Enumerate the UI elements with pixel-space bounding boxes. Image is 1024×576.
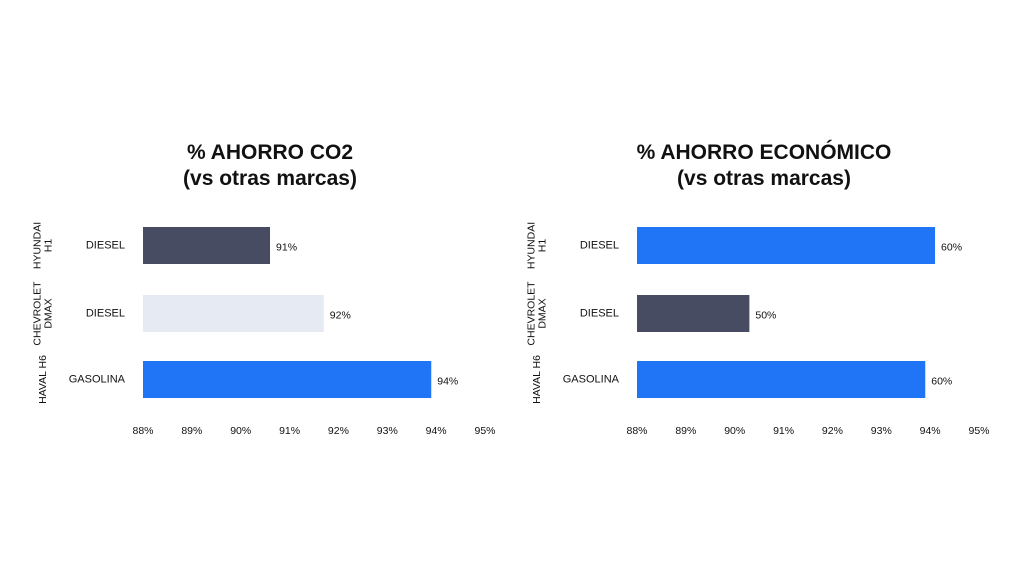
data-label: 60%	[931, 375, 952, 387]
x-tick-label: 94%	[426, 425, 447, 437]
x-tick-label: 91%	[279, 425, 300, 437]
economic-chart-title-line1: % AHORRO ECONÓMICO	[636, 141, 892, 164]
fuel-label: DIESEL	[580, 307, 619, 319]
co2-chart-title-line1: % AHORRO CO2	[186, 141, 354, 164]
x-tick-label: 89%	[181, 425, 202, 437]
fuel-label: DIESEL	[86, 307, 125, 319]
fuel-label: GASOLINA	[563, 373, 620, 385]
model-label: CHEVROLET	[525, 281, 537, 346]
bar	[143, 295, 324, 332]
model-label: HAVAL H6	[531, 355, 543, 404]
economic-chart-title: % AHORRO ECONÓMICO (vs otras marcas)	[494, 140, 1024, 192]
x-tick-label: 95%	[968, 425, 989, 437]
model-label: CHEVROLET	[31, 281, 43, 346]
data-label: 92%	[330, 309, 351, 321]
economic-chart-title-line2: (vs otras marcas)	[677, 167, 851, 190]
model-label: H1	[42, 239, 54, 253]
x-tick-label: 93%	[377, 425, 398, 437]
x-tick-label: 92%	[822, 425, 843, 437]
x-tick-label: 92%	[328, 425, 349, 437]
bar	[637, 227, 936, 264]
x-tick-label: 90%	[230, 425, 251, 437]
x-tick-label: 93%	[871, 425, 892, 437]
data-label: 91%	[276, 241, 297, 253]
model-label: HAVAL H6	[37, 355, 49, 404]
bar	[143, 227, 271, 264]
model-label: DMAX	[536, 298, 548, 328]
fuel-label: GASOLINA	[69, 373, 126, 385]
co2-chart-title: % AHORRO CO2 (vs otras marcas)	[0, 140, 540, 192]
bar	[637, 361, 926, 398]
co2-chart-plot: HYUNDAI H1 DIESEL 91% CHEVROLET DMAX DIESEL 92%…	[31, 222, 495, 437]
economic-chart-plot: HYUNDAI H1 DIESEL 60% CHEVROLET DMAX DIESEL 50%…	[525, 222, 989, 437]
data-label: 94%	[437, 375, 458, 387]
x-tick-label: 89%	[675, 425, 696, 437]
x-tick-label: 90%	[724, 425, 745, 437]
model-label: DMAX	[42, 298, 54, 328]
co2-savings-chart: % AHORRO CO2 (vs otras marcas) HYUNDAI H1…	[31, 141, 495, 437]
model-label: HYUNDAI	[525, 222, 537, 269]
x-tick-label: 95%	[474, 425, 495, 437]
x-tick-label: 88%	[626, 425, 647, 437]
bar	[143, 361, 432, 398]
x-tick-label: 94%	[920, 425, 941, 437]
fuel-label: DIESEL	[580, 239, 619, 251]
model-label: HYUNDAI	[31, 222, 43, 269]
model-label: H1	[536, 239, 548, 253]
data-label: 50%	[755, 309, 776, 321]
data-label: 60%	[941, 241, 962, 253]
x-tick-label: 91%	[773, 425, 794, 437]
fuel-label: DIESEL	[86, 239, 125, 251]
economic-savings-chart: % AHORRO ECONÓMICO (vs otras marcas) HYU…	[494, 0, 1006, 576]
co2-chart-title-line2: (vs otras marcas)	[183, 167, 357, 190]
bar	[637, 295, 750, 332]
x-tick-label: 88%	[132, 425, 153, 437]
